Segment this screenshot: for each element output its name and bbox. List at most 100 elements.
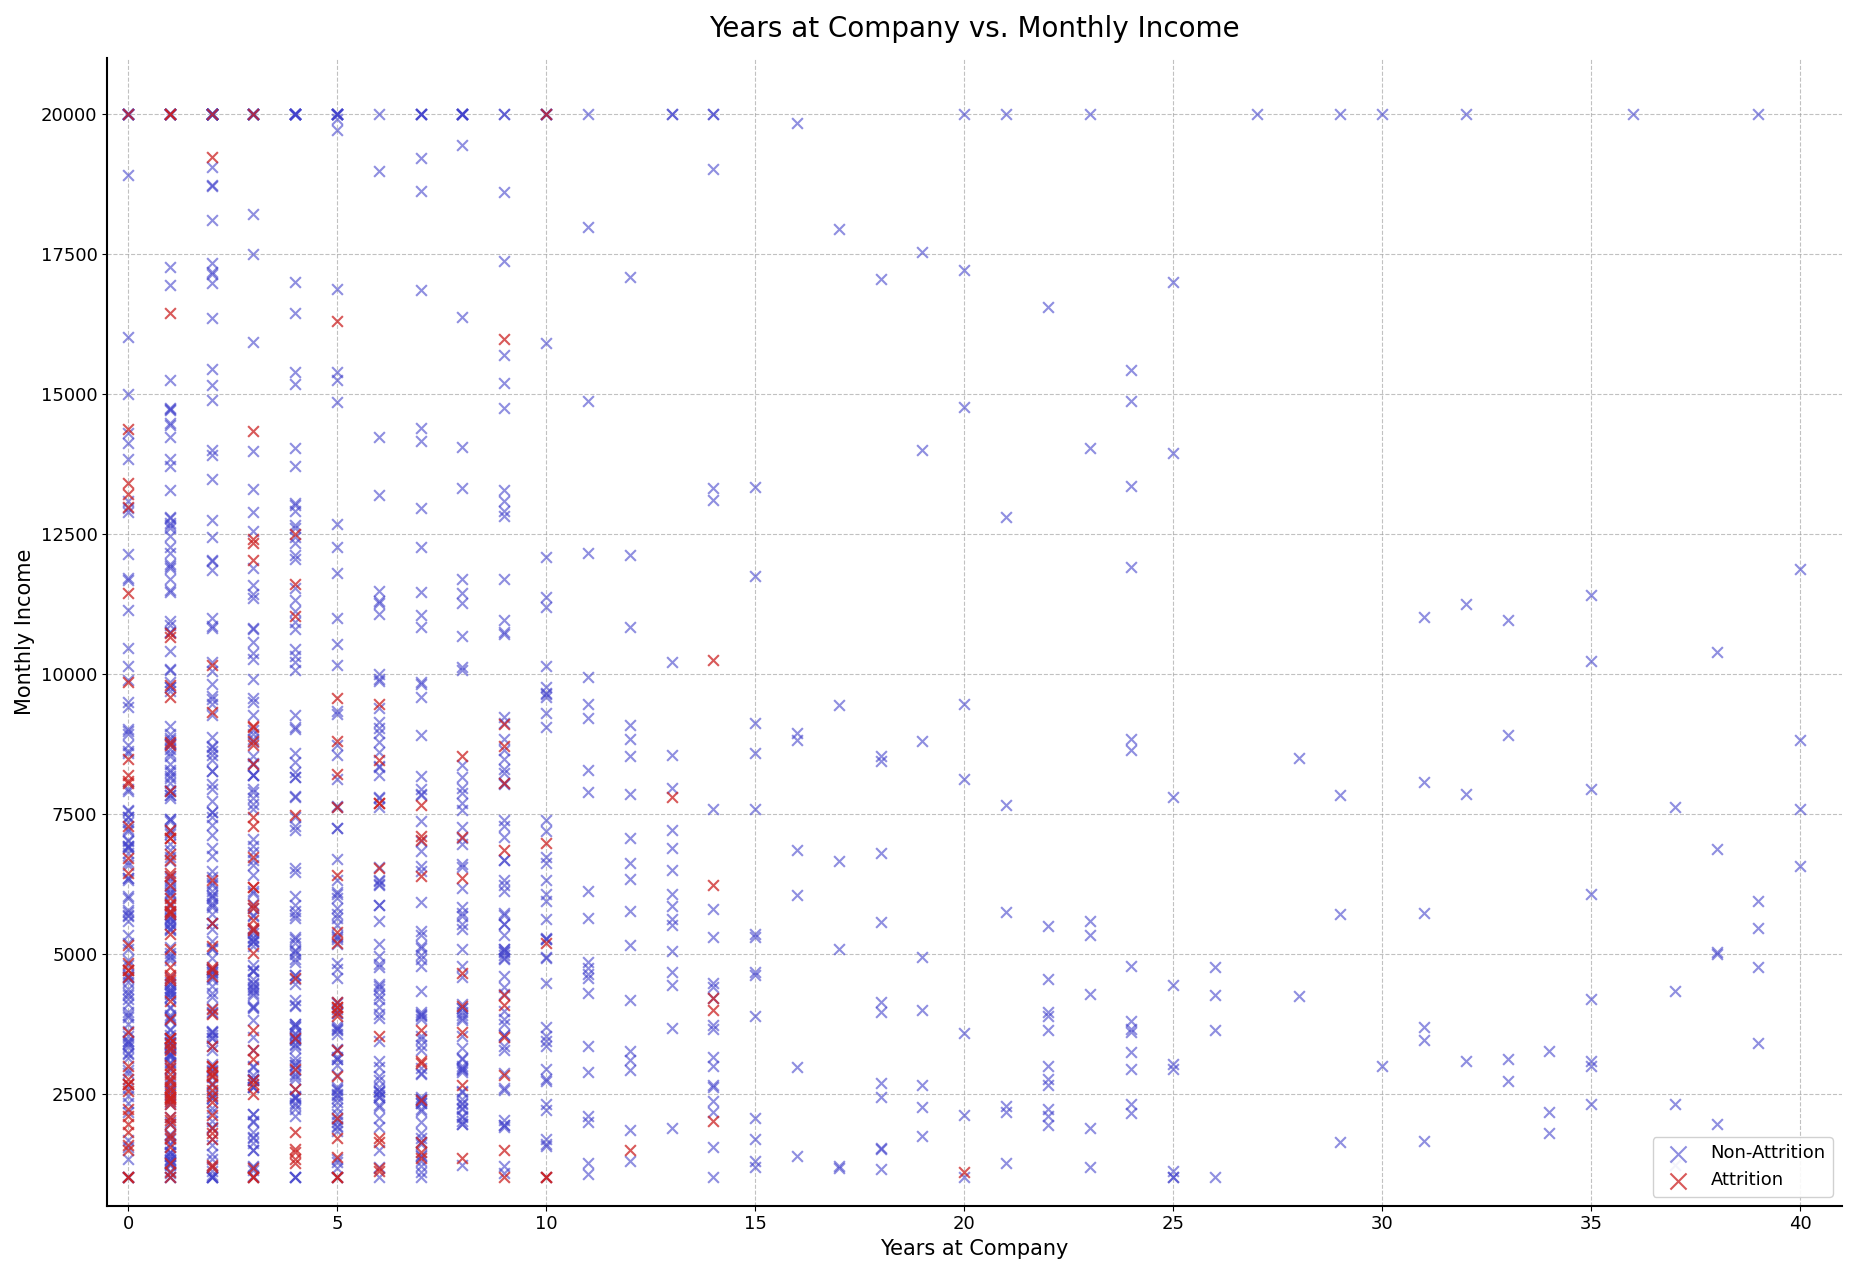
Non-Attrition [490,773,520,794]
Non-Attrition [154,730,184,750]
Non-Attrition [531,598,561,618]
Non-Attrition [1577,989,1606,1009]
Non-Attrition [154,555,184,576]
Non-Attrition [407,103,436,124]
Non-Attrition [154,1029,184,1050]
Non-Attrition [113,1005,143,1026]
Non-Attrition [280,719,310,739]
Non-Attrition [1744,103,1773,124]
Attrition [490,715,520,735]
Non-Attrition [323,1152,353,1172]
Attrition [615,1140,644,1161]
Non-Attrition [490,850,520,870]
Non-Attrition [238,764,267,785]
Non-Attrition [323,1049,353,1069]
Non-Attrition [698,976,728,996]
Non-Attrition [364,741,394,762]
Attrition [113,497,143,517]
Non-Attrition [323,999,353,1019]
Non-Attrition [154,678,184,698]
Non-Attrition [865,745,895,766]
Attrition [154,1028,184,1049]
Non-Attrition [197,103,227,124]
Non-Attrition [113,836,143,856]
Non-Attrition [197,1085,227,1106]
Attrition [407,795,436,815]
Non-Attrition [949,1167,979,1187]
Non-Attrition [154,1043,184,1064]
Non-Attrition [154,761,184,781]
Non-Attrition [238,1070,267,1091]
Non-Attrition [364,870,394,891]
Attrition [698,987,728,1008]
Non-Attrition [657,820,687,841]
Non-Attrition [238,794,267,814]
Non-Attrition [615,745,644,766]
Non-Attrition [1032,1069,1062,1089]
Non-Attrition [238,882,267,902]
Attrition [154,687,184,707]
Non-Attrition [490,729,520,749]
Non-Attrition [364,485,394,506]
Non-Attrition [113,383,143,404]
Attrition [154,1091,184,1111]
Non-Attrition [1409,1131,1439,1152]
Non-Attrition [154,745,184,766]
Non-Attrition [197,959,227,980]
Non-Attrition [364,957,394,977]
Non-Attrition [1577,778,1606,799]
Attrition [280,1059,310,1079]
Non-Attrition [574,217,604,237]
Non-Attrition [197,103,227,124]
Non-Attrition [238,1156,267,1176]
Non-Attrition [197,1028,227,1049]
Non-Attrition [531,1094,561,1115]
Attrition [154,939,184,959]
Non-Attrition [197,998,227,1018]
Non-Attrition [154,413,184,433]
Non-Attrition [197,986,227,1006]
Non-Attrition [238,787,267,808]
Non-Attrition [364,1066,394,1087]
Non-Attrition [197,103,227,124]
Attrition [197,870,227,891]
Non-Attrition [825,696,854,716]
Non-Attrition [154,901,184,921]
Non-Attrition [531,947,561,967]
Non-Attrition [280,964,310,985]
Non-Attrition [323,1040,353,1060]
Non-Attrition [531,892,561,912]
Attrition [154,1083,184,1103]
Non-Attrition [448,103,477,124]
Non-Attrition [1032,1115,1062,1135]
Non-Attrition [197,1167,227,1187]
Attrition [154,303,184,324]
Attrition [238,897,267,917]
Attrition [238,716,267,736]
Non-Attrition [865,912,895,933]
Attrition [154,733,184,753]
Non-Attrition [407,1088,436,1108]
Non-Attrition [323,745,353,766]
Non-Attrition [197,893,227,913]
Non-Attrition [657,962,687,982]
Non-Attrition [1200,985,1229,1005]
Non-Attrition [364,894,394,915]
Non-Attrition [407,1087,436,1107]
Non-Attrition [197,745,227,766]
Non-Attrition [490,775,520,795]
Non-Attrition [154,986,184,1006]
Non-Attrition [448,1094,477,1115]
Non-Attrition [113,697,143,717]
Non-Attrition [280,375,310,395]
Non-Attrition [1493,1049,1523,1069]
Non-Attrition [490,1156,520,1176]
Non-Attrition [490,880,520,901]
Non-Attrition [323,967,353,987]
Non-Attrition [531,948,561,968]
Attrition [154,1059,184,1079]
Non-Attrition [197,103,227,124]
Non-Attrition [197,773,227,794]
Attrition [364,694,394,715]
Non-Attrition [280,929,310,949]
